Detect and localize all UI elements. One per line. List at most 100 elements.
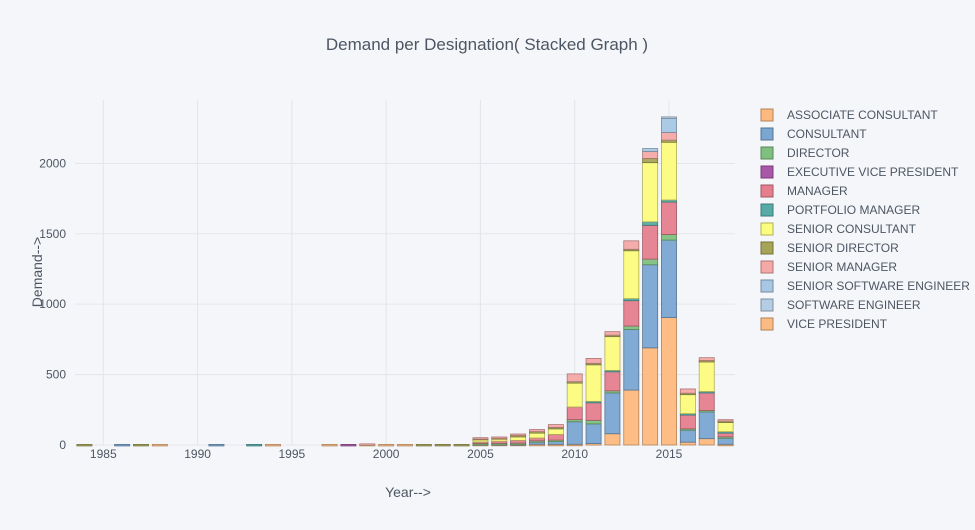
legend-item[interactable]: SOFTWARE ENGINEER [760,298,921,312]
bar-segment[interactable] [321,444,338,447]
legend-swatch [760,108,774,122]
legend-swatch [760,260,774,274]
bar-segment[interactable] [604,331,621,336]
legend-swatch [760,241,774,255]
bar-segment[interactable] [585,364,602,402]
bar-segment[interactable] [623,300,640,327]
y-tick-label: 2000 [39,156,66,170]
legend-item[interactable]: CONSULTANT [760,127,867,141]
bar-segment[interactable] [510,439,527,444]
bar-segment[interactable] [378,444,395,447]
bar-segment[interactable] [661,239,677,318]
legend-label: CONSULTANT [787,127,867,141]
bar-segment[interactable] [679,393,696,414]
bar-segment[interactable] [642,150,659,159]
bar-segment[interactable] [661,117,677,133]
bar-segment[interactable] [359,443,376,446]
bar-segment[interactable] [642,221,659,226]
bar-segment[interactable] [698,360,715,392]
bar-segment[interactable] [623,325,640,330]
bar-segment[interactable] [623,240,640,250]
bar-segment[interactable] [415,444,432,447]
bar-segment[interactable] [585,401,602,421]
bar-segment[interactable] [717,421,734,433]
legend-item[interactable]: VICE PRESIDENT [760,317,888,331]
bar-segment[interactable] [604,392,621,435]
bar-segment[interactable] [510,436,527,441]
bar-segment[interactable] [661,141,677,201]
bar-segment[interactable] [698,357,715,361]
bar-segment[interactable] [585,423,602,444]
bar-segment[interactable] [133,444,149,447]
bar-segment[interactable] [208,444,225,447]
legend-item[interactable]: MANAGER [760,184,848,198]
bar-segment[interactable] [547,434,564,441]
x-tick-label: 2000 [373,447,400,461]
bar-segment[interactable] [604,433,621,446]
bar-segment[interactable] [566,421,583,445]
bars-group [76,116,734,447]
bar-segment[interactable] [661,201,677,235]
bar-segment[interactable] [246,444,263,447]
bar-segment[interactable] [679,388,696,394]
bar-segment[interactable] [547,428,564,435]
legend-item[interactable]: ASSOCIATE CONSULTANT [760,108,938,122]
bar-segment[interactable] [642,258,659,266]
bar-segment[interactable] [491,436,508,439]
bar-segment[interactable] [529,437,545,442]
bar-segment[interactable] [114,444,131,447]
bar-segment[interactable] [717,419,734,422]
legend-item[interactable]: DIRECTOR [760,146,850,160]
bar-segment[interactable] [642,162,659,223]
legend-label: SENIOR CONSULTANT [787,222,917,236]
bar-segment[interactable] [529,432,545,439]
bar-segment[interactable] [604,370,621,392]
legend-item[interactable]: SENIOR SOFTWARE ENGINEER [760,279,970,293]
bar-segment[interactable] [585,357,602,364]
legend-swatch [760,127,774,141]
bar-segment[interactable] [642,224,659,260]
bar-segment[interactable] [698,411,715,440]
bar-segment[interactable] [265,444,281,447]
bar-segment[interactable] [340,444,357,447]
legend-item[interactable]: PORTFOLIO MANAGER [760,203,920,217]
bar-segment[interactable] [642,148,659,152]
legend-item[interactable]: EXECUTIVE VICE PRESIDENT [760,165,959,179]
y-tick-label: 0 [59,438,66,452]
legend-item[interactable]: SENIOR MANAGER [760,260,897,274]
bar-segment[interactable] [510,433,527,436]
legend[interactable]: ASSOCIATE CONSULTANT CONSULTANT DIRECTOR EX… [760,108,970,331]
bar-segment[interactable] [76,444,93,447]
legend-swatch [760,165,774,179]
bar-segment[interactable] [472,437,489,440]
bar-segment[interactable] [661,234,677,241]
bar-segment[interactable] [585,419,602,425]
bar-segment[interactable] [661,116,677,119]
bar-segment[interactable] [397,444,413,447]
bar-segment[interactable] [698,438,715,446]
bar-segment[interactable] [547,424,564,428]
bar-segment[interactable] [642,264,659,349]
bar-segment[interactable] [623,329,640,391]
bar-segment[interactable] [566,382,583,408]
bar-segment[interactable] [679,441,696,446]
bar-segment[interactable] [623,250,640,299]
x-tick-label: 1990 [184,447,211,461]
legend-item[interactable]: SENIOR DIRECTOR [760,241,899,255]
bar-segment[interactable] [623,389,640,446]
bar-segment[interactable] [434,444,451,447]
bar-segment[interactable] [642,347,659,446]
bar-segment[interactable] [698,391,715,411]
bar-segment[interactable] [642,158,659,164]
bar-segment[interactable] [679,429,696,443]
legend-item[interactable]: SENIOR CONSULTANT [760,222,917,236]
bar-segment[interactable] [679,413,696,430]
bar-segment[interactable] [661,131,677,141]
bar-segment[interactable] [661,317,677,446]
bar-segment[interactable] [566,406,583,421]
bar-segment[interactable] [453,444,470,447]
bar-segment[interactable] [566,373,583,383]
bar-segment[interactable] [151,444,168,447]
bar-segment[interactable] [604,336,621,371]
bar-segment[interactable] [529,429,545,433]
